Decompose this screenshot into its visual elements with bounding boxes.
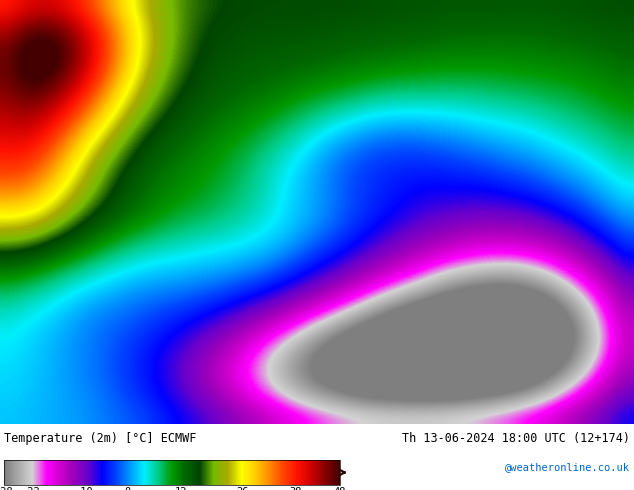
Text: -10: -10 (74, 487, 93, 490)
Text: 12: 12 (174, 487, 187, 490)
Text: Temperature (2m) [°C] ECMWF: Temperature (2m) [°C] ECMWF (4, 432, 197, 445)
Text: 26: 26 (236, 487, 249, 490)
Text: -22: -22 (21, 487, 40, 490)
Text: 0: 0 (125, 487, 131, 490)
Bar (4, 460, 340, 485)
Text: 38: 38 (290, 487, 302, 490)
Text: -28: -28 (0, 487, 13, 490)
Text: @weatheronline.co.uk: @weatheronline.co.uk (505, 462, 630, 472)
Text: 48: 48 (333, 487, 346, 490)
Text: Th 13-06-2024 18:00 UTC (12+174): Th 13-06-2024 18:00 UTC (12+174) (402, 432, 630, 445)
